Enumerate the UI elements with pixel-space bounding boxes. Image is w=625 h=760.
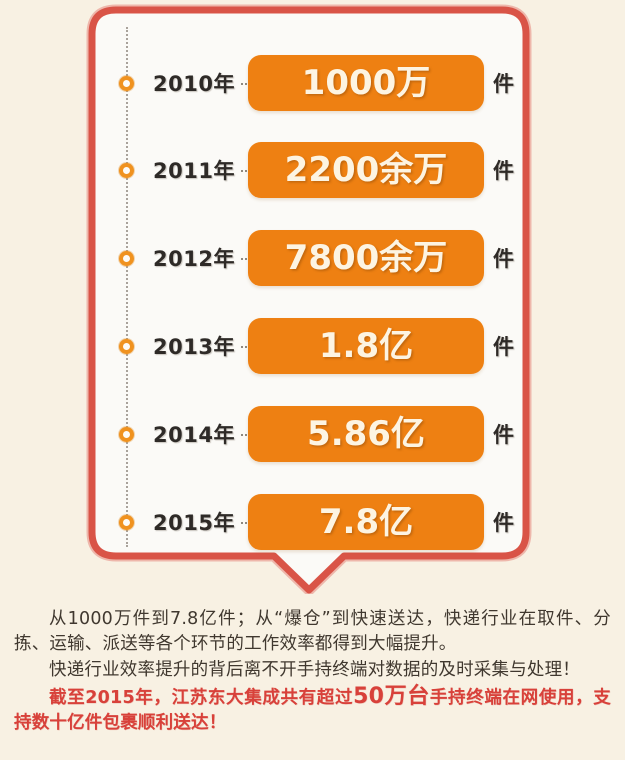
timeline-row-value: 7800余万 [284, 238, 448, 278]
timeline-row[interactable]: 2015年 7.8亿 件 [95, 490, 523, 554]
timeline-row-value: 7.8亿 [318, 502, 414, 542]
timeline-row-value: 5.86亿 [307, 414, 425, 454]
timeline-row-unit: 件 [493, 247, 514, 271]
timeline-row-value: 1.8亿 [318, 326, 414, 366]
timeline-dot-icon [119, 426, 134, 442]
timeline-row[interactable]: 2011年 2200余万 件 [95, 138, 523, 202]
timeline-row[interactable]: 2014年 5.86亿 件 [95, 402, 523, 466]
timeline-row-year: 2014年 [153, 423, 235, 447]
timeline-value-bar[interactable]: 2200余万 [248, 142, 484, 198]
caption-p3-post: 手持终端在网使用，支持数十亿件包裹顺利送达！ [14, 688, 611, 733]
timeline-value-bar[interactable]: 7800余万 [248, 230, 484, 286]
caption-block: 从1000万件到7.8亿件；从“爆仓”到快速送达，快递行业在取件、分拣、运输、派… [0, 607, 625, 760]
timeline-dot-icon [119, 75, 134, 91]
timeline-row[interactable]: 2012年 7800余万 件 [95, 226, 523, 290]
caption-paragraph-3: 截至2015年，江苏东大集成共有超过50万台手持终端在网使用，支持数十亿件包裹顺… [14, 684, 611, 736]
timeline-row-value: 1000万 [301, 63, 431, 103]
timeline-row-unit: 件 [493, 72, 514, 96]
timeline-axis-dashed-line [126, 27, 128, 547]
timeline-value-bar[interactable]: 1.8亿 [248, 318, 484, 374]
timeline-value-bar[interactable]: 5.86亿 [248, 406, 484, 462]
timeline-row-unit: 件 [493, 511, 514, 535]
timeline-row-unit: 件 [493, 423, 514, 447]
timeline-row[interactable]: 2013年 1.8亿 件 [95, 314, 523, 378]
caption-p3-pre: 截至2015年，江苏东大集成共有超过 [49, 688, 354, 708]
timeline-row-value: 2200余万 [284, 150, 448, 190]
caption-paragraph-1: 从1000万件到7.8亿件；从“爆仓”到快速送达，快递行业在取件、分拣、运输、派… [14, 609, 611, 654]
timeline-row[interactable]: 2010年 1000万 件 [95, 51, 523, 115]
timeline-row-unit: 件 [493, 159, 514, 183]
timeline-value-bar[interactable]: 7.8亿 [248, 494, 484, 550]
timeline-dot-icon [119, 250, 134, 266]
timeline-dot-icon [119, 162, 134, 178]
timeline-dot-icon [119, 338, 134, 354]
timeline-dot-icon [119, 514, 134, 530]
caption-p3-number: 50万台 [353, 684, 430, 709]
timeline-rows-container: 2010年 1000万 件 2011年 2200余万 件 201 [95, 13, 523, 561]
timeline-row-year: 2012年 [153, 247, 235, 271]
timeline-row-unit: 件 [493, 335, 514, 359]
timeline-row-year: 2015年 [153, 511, 235, 535]
timeline-card: 2010年 1000万 件 2011年 2200余万 件 201 [86, 4, 532, 594]
timeline-row-year: 2013年 [153, 335, 235, 359]
timeline-row-year: 2010年 [153, 72, 235, 96]
caption-paragraph-2: 快递行业效率提升的背后离不开手持终端对数据的及时采集与处理！ [49, 660, 580, 680]
timeline-row-year: 2011年 [153, 159, 235, 183]
timeline-value-bar[interactable]: 1000万 [248, 55, 484, 111]
